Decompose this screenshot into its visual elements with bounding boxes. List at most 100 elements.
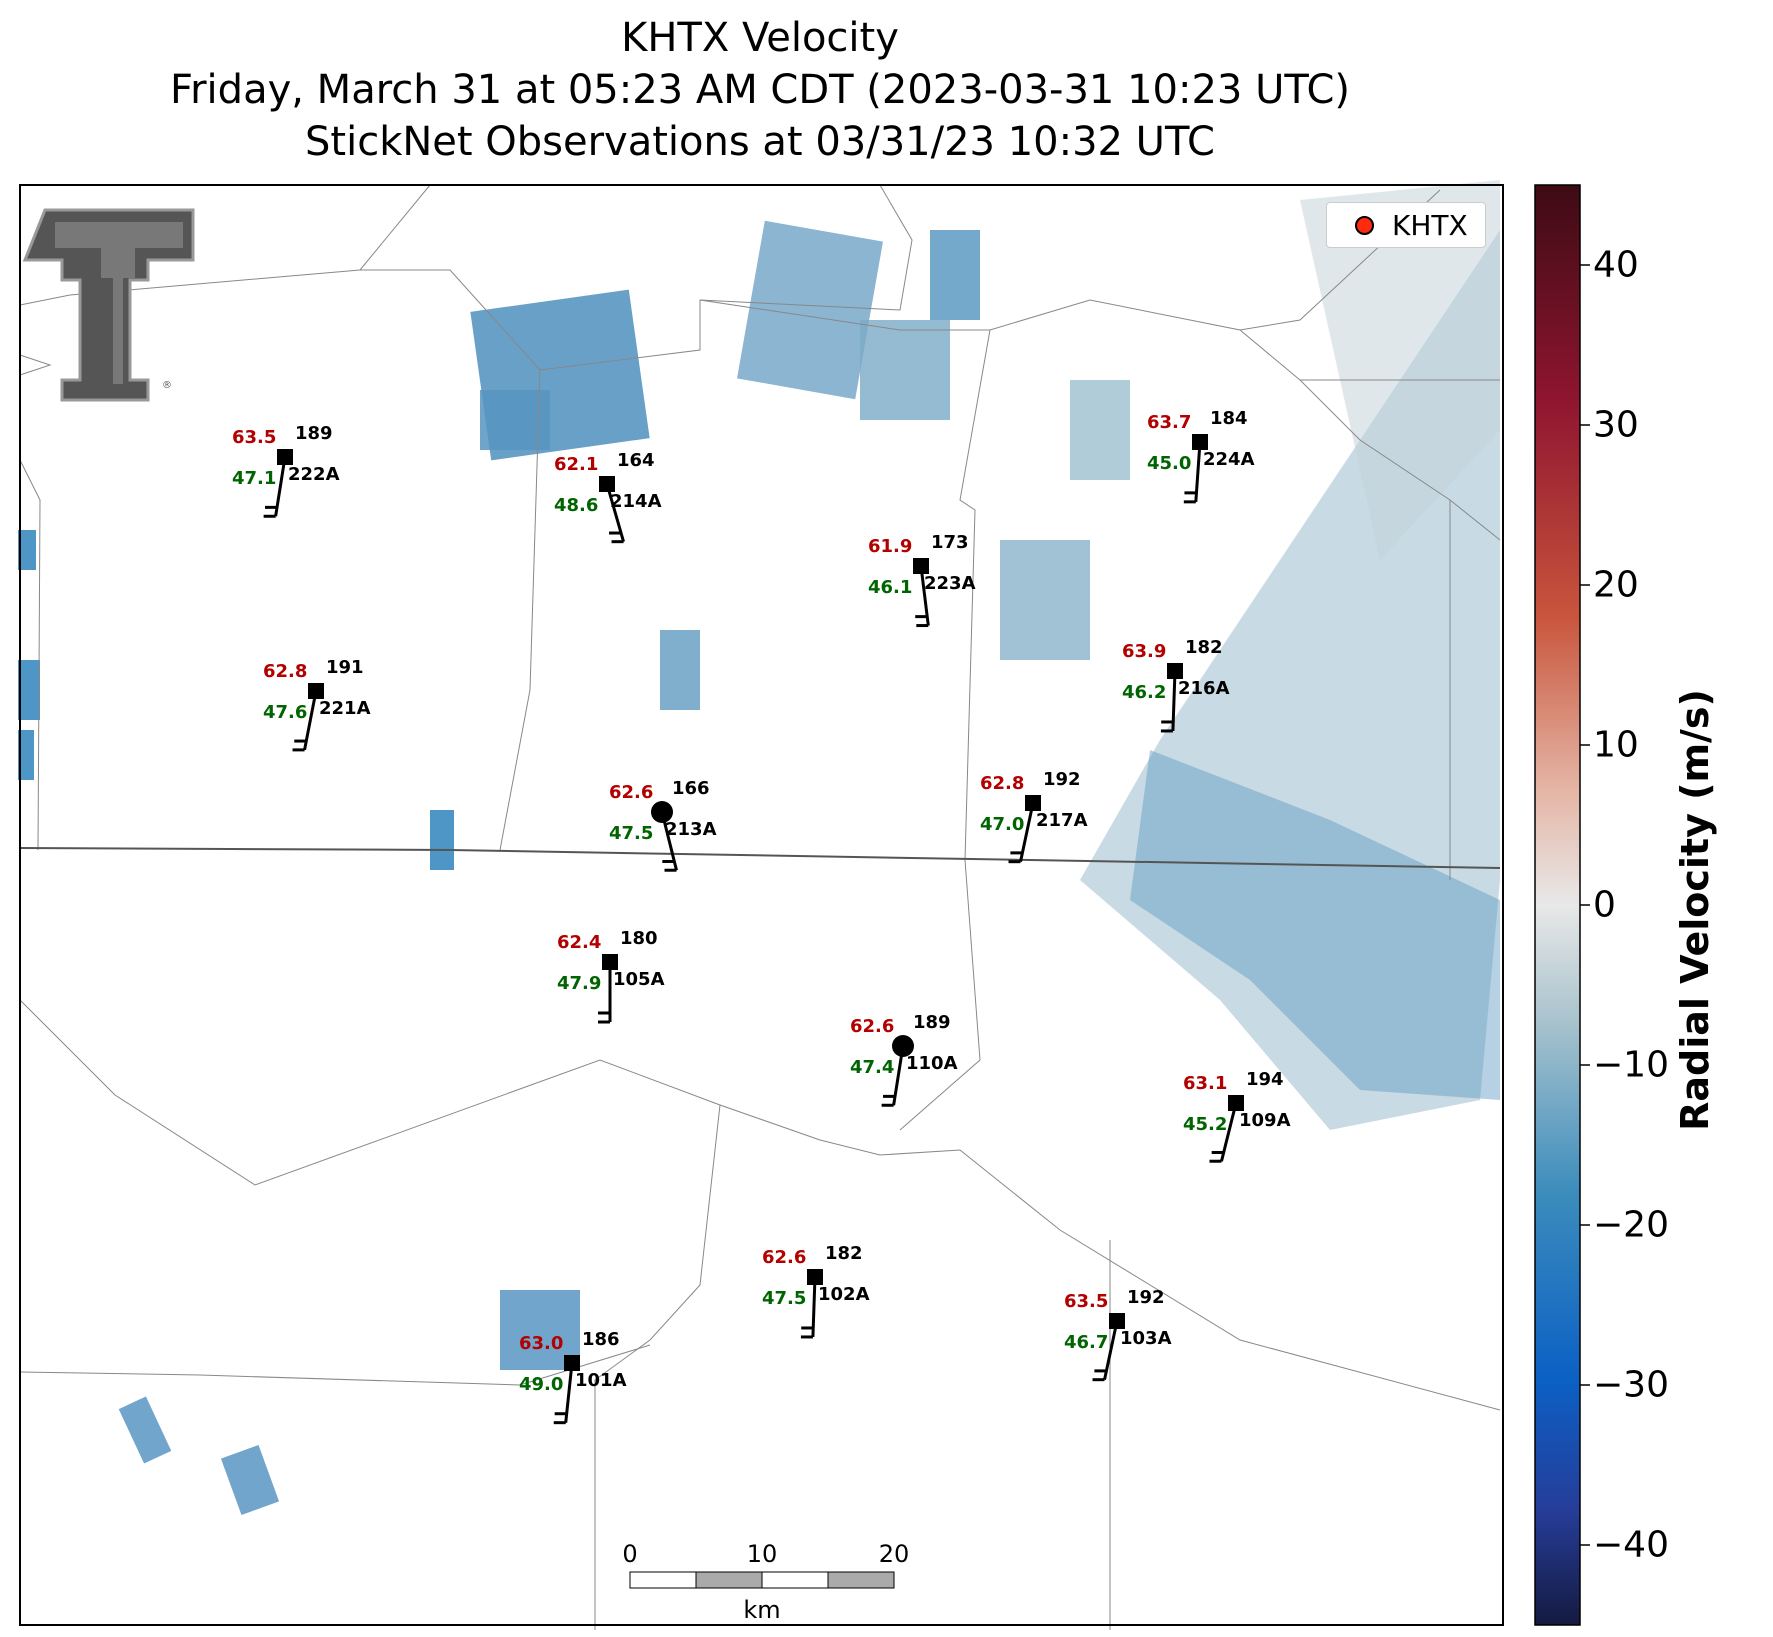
station-marker-icon xyxy=(308,683,324,699)
station-dewpoint: 47.5 xyxy=(762,1288,806,1309)
legend-label: KHTX xyxy=(1392,208,1468,242)
station-id: 214A xyxy=(610,491,662,512)
station-214A: 62.1 164 48.6 214A xyxy=(554,450,662,544)
station-id: 101A xyxy=(575,1370,627,1391)
station-105A: 62.4 180 47.9 105A xyxy=(557,928,665,1024)
texas-tech-double-t-logo: ® xyxy=(22,208,195,402)
station-dewpoint: 45.0 xyxy=(1147,453,1191,474)
colorbar-tick-label: −40 xyxy=(1593,1524,1669,1566)
station-wind-dir: 180 xyxy=(620,928,658,949)
colorbar-tick-label: −20 xyxy=(1593,1204,1669,1246)
station-102A: 62.6 182 47.5 102A xyxy=(762,1243,870,1339)
station-temp: 62.6 xyxy=(609,782,653,803)
station-marker-icon xyxy=(1192,434,1208,450)
station-dewpoint: 47.0 xyxy=(980,814,1024,835)
station-temp: 63.0 xyxy=(519,1333,563,1354)
station-id: 105A xyxy=(613,969,665,990)
station-id: 223A xyxy=(924,573,976,594)
station-id: 224A xyxy=(1203,449,1255,470)
station-temp: 62.6 xyxy=(762,1247,806,1268)
station-dewpoint: 47.5 xyxy=(609,823,653,844)
station-wind-dir: 166 xyxy=(672,778,710,799)
station-id: 102A xyxy=(818,1284,870,1305)
colorbar-tick-label: 30 xyxy=(1593,404,1639,446)
station-wind-dir: 192 xyxy=(1043,769,1081,790)
scale-bar: 0 10 20 km xyxy=(622,1540,909,1624)
colorbar-tick-label: −10 xyxy=(1593,1044,1669,1086)
station-223A: 61.9 173 46.1 223A xyxy=(868,532,976,628)
station-dewpoint: 47.6 xyxy=(263,702,307,723)
station-id: 217A xyxy=(1036,810,1088,831)
station-temp: 62.1 xyxy=(554,454,598,475)
wind-barb-staff xyxy=(811,1276,817,1338)
station-marker-icon xyxy=(277,449,293,465)
station-dewpoint: 49.0 xyxy=(519,1374,563,1395)
station-temp: 62.6 xyxy=(850,1016,894,1037)
scale-tick-10: 10 xyxy=(747,1540,778,1568)
station-wind-dir: 192 xyxy=(1127,1287,1165,1308)
radar-echoes xyxy=(18,180,1500,1516)
station-dewpoint: 48.6 xyxy=(554,495,598,516)
radar-site-marker-icon xyxy=(1355,215,1374,235)
wind-barb-staff xyxy=(564,1362,574,1423)
station-temp: 63.7 xyxy=(1147,412,1191,433)
station-marker-icon xyxy=(892,1035,914,1057)
station-id: 103A xyxy=(1120,1328,1172,1349)
station-222A: 63.5 189 47.1 222A xyxy=(232,423,340,518)
station-temp: 63.5 xyxy=(1064,1291,1108,1312)
map-frame xyxy=(19,184,1504,1626)
wind-barb-staff xyxy=(1171,670,1177,732)
station-marker-icon xyxy=(599,476,615,492)
legend: KHTX xyxy=(1326,202,1486,248)
station-id: 109A xyxy=(1239,1110,1291,1131)
colorbar xyxy=(1534,184,1590,1626)
station-id: 221A xyxy=(319,698,371,719)
title-line-1: KHTX Velocity xyxy=(621,15,899,61)
title-line-2: Friday, March 31 at 05:23 AM CDT (2023-0… xyxy=(170,67,1350,113)
colorbar-tick-label: 20 xyxy=(1593,564,1639,606)
station-marker-icon xyxy=(807,1269,823,1285)
station-216A: 63.9 182 46.2 216A xyxy=(1122,637,1230,733)
scale-unit: km xyxy=(743,1596,780,1624)
station-dewpoint: 47.1 xyxy=(232,468,276,489)
station-dewpoint: 46.2 xyxy=(1122,682,1166,703)
station-temp: 62.8 xyxy=(263,661,307,682)
station-dewpoint: 46.7 xyxy=(1064,1332,1108,1353)
wind-barb-staff xyxy=(303,690,318,751)
station-101A: 63.0 186 49.0 101A xyxy=(519,1329,627,1425)
station-marker-icon xyxy=(913,558,929,574)
station-wind-dir: 184 xyxy=(1210,408,1248,429)
colorbar-label: Radial Velocity (m/s) xyxy=(1673,689,1717,1131)
title-line-3: StickNet Observations at 03/31/23 10:32 … xyxy=(305,119,1215,165)
station-103A: 63.5 192 46.7 103A xyxy=(1064,1287,1172,1382)
scale-tick-0: 0 xyxy=(622,1540,637,1568)
station-id: 222A xyxy=(288,464,340,485)
station-temp: 63.9 xyxy=(1122,641,1166,662)
station-temp: 63.1 xyxy=(1183,1073,1227,1094)
svg-text:®: ® xyxy=(162,380,172,391)
colorbar-tick-label: 10 xyxy=(1593,724,1639,766)
station-id: 110A xyxy=(906,1053,958,1074)
station-dewpoint: 46.1 xyxy=(868,577,912,598)
colorbar-tick-label: 0 xyxy=(1593,884,1616,926)
station-temp: 62.8 xyxy=(980,773,1024,794)
station-id: 216A xyxy=(1178,678,1230,699)
station-wind-dir: 173 xyxy=(931,532,969,553)
station-wind-dir: 164 xyxy=(617,450,655,471)
station-109A: 63.1 194 45.2 109A xyxy=(1183,1069,1291,1163)
station-224A: 63.7 184 45.0 224A xyxy=(1147,408,1255,504)
station-213A: 62.6 166 47.5 213A xyxy=(609,778,717,872)
scale-tick-20: 20 xyxy=(879,1540,910,1568)
station-wind-dir: 191 xyxy=(326,657,364,678)
station-221A: 62.8 191 47.6 221A xyxy=(263,657,371,752)
station-wind-dir: 182 xyxy=(1185,637,1223,658)
station-temp: 61.9 xyxy=(868,536,912,557)
colorbar-tick-label: 40 xyxy=(1593,244,1639,286)
station-wind-dir: 189 xyxy=(295,423,333,444)
wind-barb-staff xyxy=(1220,1102,1238,1162)
station-marker-icon xyxy=(564,1355,580,1371)
station-110A: 62.6 189 47.4 110A xyxy=(850,1012,958,1107)
station-dewpoint: 47.9 xyxy=(557,973,601,994)
sticknet-stations: 63.5 189 47.1 222A 62.1 164 48.6 214A 63.7 184 45.… xyxy=(232,408,1291,1425)
